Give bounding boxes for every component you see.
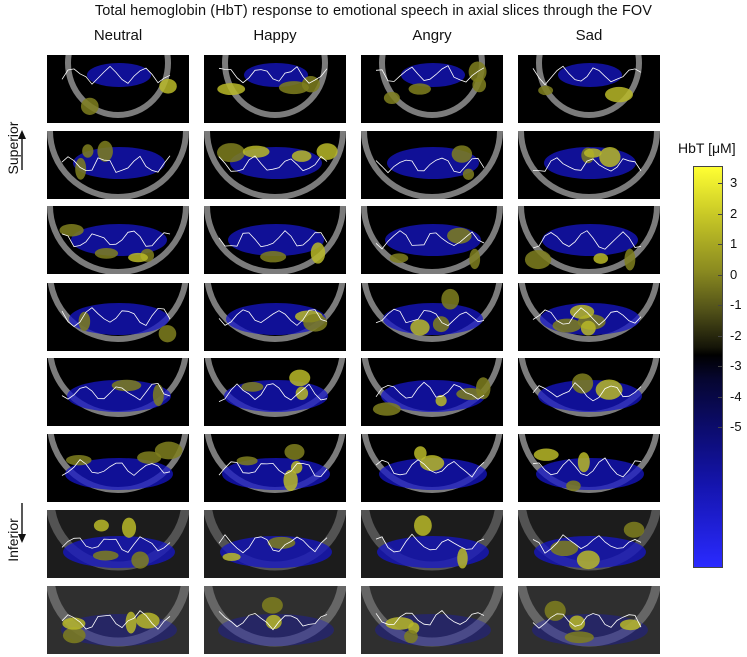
column-header-neutral: Neutral [93, 27, 143, 44]
colorbar-title: HbT [μM] [678, 140, 736, 156]
colorbar [693, 166, 723, 568]
colorbar-tick-label: -1 [730, 297, 742, 312]
brain-slice-image [518, 358, 660, 426]
brain-slice-image [518, 131, 660, 199]
colorbar-tick-label: -3 [730, 358, 742, 373]
brain-slice-image [518, 206, 660, 274]
colorbar-tick-label: 2 [730, 205, 738, 221]
brain-slice-image [47, 358, 189, 426]
brain-slice-image [518, 586, 660, 654]
colorbar-tick-mark [718, 305, 723, 306]
arrow-up-icon [18, 130, 26, 170]
brain-slice-image [47, 434, 189, 502]
brain-slice-image [518, 510, 660, 578]
brain-slice-image [518, 434, 660, 502]
brain-slice-image [47, 55, 189, 123]
brain-slice-image [361, 358, 503, 426]
brain-slice-image [47, 586, 189, 654]
brain-slice-image [361, 131, 503, 199]
colorbar-tick-mark [718, 335, 723, 337]
colorbar-tick-mark [718, 274, 723, 276]
brain-slice-image [204, 358, 346, 426]
brain-slice-image [204, 206, 346, 274]
brain-slice-image [204, 283, 346, 351]
colorbar-tick-label: -4 [730, 388, 742, 404]
colorbar-tick-mark [718, 213, 723, 215]
brain-slice-image [361, 283, 503, 351]
brain-slice-image [361, 510, 503, 578]
brain-slice-image [361, 434, 503, 502]
colorbar-tick-mark [718, 183, 723, 184]
colorbar-tick-label: -5 [730, 419, 742, 434]
brain-slice-image [47, 206, 189, 274]
colorbar-tick-label: 3 [730, 175, 738, 190]
brain-slice-image [47, 510, 189, 578]
brain-slice-image [518, 283, 660, 351]
brain-slice-image [47, 131, 189, 199]
brain-slice-image [204, 510, 346, 578]
figure-title: Total hemoglobin (HbT) response to emoti… [94, 3, 653, 19]
colorbar-tick-mark [718, 244, 723, 245]
brain-slice-image [361, 206, 503, 274]
column-header-happy: Happy [253, 27, 297, 44]
brain-slice-image [204, 55, 346, 123]
colorbar-tick-mark [718, 366, 723, 367]
brain-slice-image [204, 434, 346, 502]
colorbar-tick-label: 0 [730, 266, 738, 282]
brain-slice-image [204, 586, 346, 654]
brain-slice-image [204, 131, 346, 199]
colorbar-tick-mark [718, 396, 723, 398]
column-header-angry: Angry [412, 27, 452, 44]
colorbar-tick-mark [718, 427, 723, 428]
colorbar-tick-label: 1 [730, 236, 738, 251]
brain-slice-image [518, 55, 660, 123]
colorbar-tick-label: -2 [730, 327, 742, 343]
column-header-sad: Sad [575, 27, 603, 44]
brain-slice-image [361, 55, 503, 123]
arrow-down-icon [18, 503, 26, 543]
brain-slice-image [361, 586, 503, 654]
brain-slice-image [47, 283, 189, 351]
